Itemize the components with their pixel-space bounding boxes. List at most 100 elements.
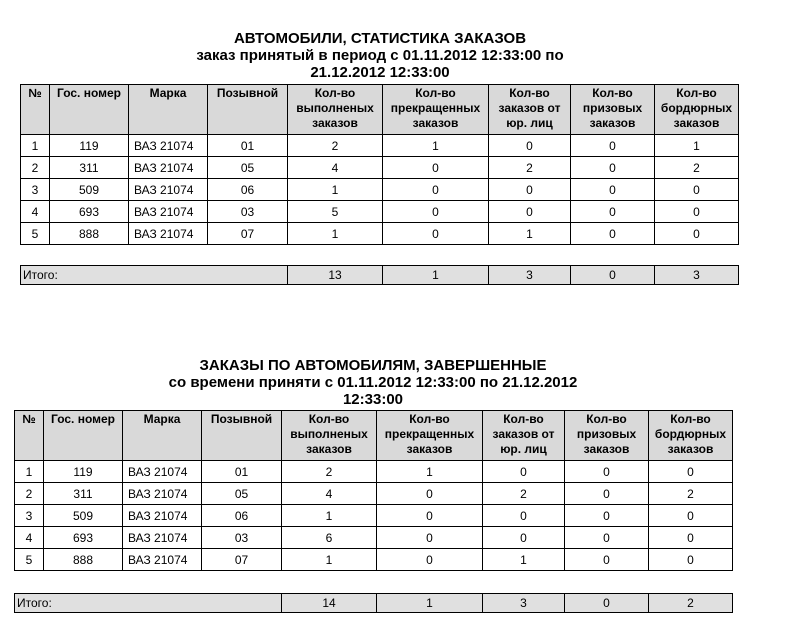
table-cell: 0 xyxy=(570,156,655,179)
table-cell: 1 xyxy=(287,222,383,245)
table-row: 3 509 ВАЗ 21074 06 1 0 0 0 0 xyxy=(14,504,733,527)
column-header: Кол-во призовых заказов xyxy=(564,410,649,461)
title-line: АВТОМОБИЛИ, СТАТИСТИКА ЗАКАЗОВ xyxy=(233,30,527,47)
table-cell: 0 xyxy=(648,504,733,527)
table-row: 2 311 ВАЗ 21074 05 4 0 2 0 2 xyxy=(20,156,739,179)
header-row: № Гос. номер Марка Позывной Кол-во выполнены… xyxy=(20,84,739,135)
column-header: Кол-во призовых заказов xyxy=(570,84,655,135)
column-header: Гос. номер xyxy=(49,84,129,135)
column-header: Кол-во заказов от юр. лиц xyxy=(482,410,565,461)
total-cell: 14 xyxy=(281,593,377,613)
table-row: 3 509 ВАЗ 21074 06 1 0 0 0 0 xyxy=(20,178,739,201)
total-cell: 1 xyxy=(382,265,489,285)
table-cell: 2 xyxy=(654,156,739,179)
table-cell: 0 xyxy=(570,134,655,157)
column-header: Кол-во бордюрных заказов xyxy=(654,84,739,135)
table-cell: 1 xyxy=(382,134,489,157)
table-cell: 0 xyxy=(488,134,571,157)
table-cell: 0 xyxy=(654,178,739,201)
table-cell: 311 xyxy=(43,482,123,505)
column-header: Кол-во выполненых заказов xyxy=(281,410,377,461)
table-cell: 0 xyxy=(648,460,733,483)
table-cell: 119 xyxy=(43,460,123,483)
table-cell: 0 xyxy=(382,156,489,179)
table-cell: 03 xyxy=(207,200,288,223)
table-cell: 0 xyxy=(564,460,649,483)
table-cell: 01 xyxy=(201,460,282,483)
title-line: заказ принятый в период с 01.11.2012 12:… xyxy=(196,47,564,64)
table-cell: 0 xyxy=(564,482,649,505)
table-row: 4 693 ВАЗ 21074 03 5 0 0 0 0 xyxy=(20,200,739,223)
table-cell: ВАЗ 21074 xyxy=(128,156,208,179)
table-cell: 2 xyxy=(20,156,50,179)
table-cell: 0 xyxy=(654,200,739,223)
totals-label: Итого: xyxy=(20,265,288,285)
column-header: Позывной xyxy=(207,84,288,135)
table-cell: 1 xyxy=(376,460,483,483)
table-cell: 0 xyxy=(376,482,483,505)
table-cell: 07 xyxy=(207,222,288,245)
totals-table: Итого: 13 1 3 0 3 xyxy=(20,265,739,285)
table-cell: 0 xyxy=(570,200,655,223)
table-cell: 05 xyxy=(207,156,288,179)
table-cell: 4 xyxy=(20,200,50,223)
totals-row: Итого: 14 1 3 0 2 xyxy=(14,593,733,613)
table-cell: 0 xyxy=(648,526,733,549)
column-header: Марка xyxy=(122,410,202,461)
table-cell: 2 xyxy=(482,482,565,505)
table-cell: 0 xyxy=(564,548,649,571)
table-cell: 0 xyxy=(570,178,655,201)
totals-table: Итого: 14 1 3 0 2 xyxy=(14,593,733,613)
table-cell: 888 xyxy=(43,548,123,571)
table-cell: 509 xyxy=(49,178,129,201)
totals-label: Итого: xyxy=(14,593,282,613)
table-cell: 0 xyxy=(382,222,489,245)
report-title: АВТОМОБИЛИ, СТАТИСТИКА ЗАКАЗОВ заказ прин… xyxy=(170,30,590,81)
table-cell: 0 xyxy=(482,504,565,527)
table-cell: 693 xyxy=(43,526,123,549)
table-cell: 01 xyxy=(207,134,288,157)
total-cell: 3 xyxy=(654,265,739,285)
table-cell: ВАЗ 21074 xyxy=(128,222,208,245)
table-cell: 07 xyxy=(201,548,282,571)
table-cell: 1 xyxy=(281,548,377,571)
table-cell: 311 xyxy=(49,156,129,179)
column-header: № xyxy=(20,84,50,135)
total-cell: 2 xyxy=(648,593,733,613)
column-header: Позывной xyxy=(201,410,282,461)
table-cell: 06 xyxy=(201,504,282,527)
table-row: 1 119 ВАЗ 21074 01 2 1 0 0 0 xyxy=(14,460,733,483)
table-cell: 0 xyxy=(564,526,649,549)
table-cell: ВАЗ 21074 xyxy=(122,526,202,549)
table-cell: ВАЗ 21074 xyxy=(122,482,202,505)
table-cell: 06 xyxy=(207,178,288,201)
table-cell: 1 xyxy=(14,460,44,483)
table-cell: ВАЗ 21074 xyxy=(122,460,202,483)
table-cell: 1 xyxy=(20,134,50,157)
table-cell: 3 xyxy=(14,504,44,527)
total-cell: 0 xyxy=(564,593,649,613)
table-row: 5 888 ВАЗ 21074 07 1 0 1 0 0 xyxy=(14,548,733,571)
table-cell: 0 xyxy=(382,200,489,223)
table-cell: ВАЗ 21074 xyxy=(122,504,202,527)
table-cell: 0 xyxy=(376,548,483,571)
totals-row: Итого: 13 1 3 0 3 xyxy=(20,265,739,285)
table-cell: ВАЗ 21074 xyxy=(128,200,208,223)
table-cell: 0 xyxy=(376,526,483,549)
table-row: 4 693 ВАЗ 21074 03 6 0 0 0 0 xyxy=(14,526,733,549)
column-header: Кол-во выполненых заказов xyxy=(287,84,383,135)
table-row: 5 888 ВАЗ 21074 07 1 0 1 0 0 xyxy=(20,222,739,245)
table-cell: 2 xyxy=(648,482,733,505)
table-row: 1 119 ВАЗ 21074 01 2 1 0 0 1 xyxy=(20,134,739,157)
column-header: Кол-во прекращенных заказов xyxy=(376,410,483,461)
table-cell: 509 xyxy=(43,504,123,527)
total-cell: 3 xyxy=(488,265,571,285)
table-cell: 4 xyxy=(281,482,377,505)
table-cell: 3 xyxy=(20,178,50,201)
table-cell: 0 xyxy=(482,526,565,549)
table-cell: 1 xyxy=(281,504,377,527)
table-cell: 4 xyxy=(14,526,44,549)
table-cell: 0 xyxy=(570,222,655,245)
table-cell: 1 xyxy=(488,222,571,245)
column-header: № xyxy=(14,410,44,461)
